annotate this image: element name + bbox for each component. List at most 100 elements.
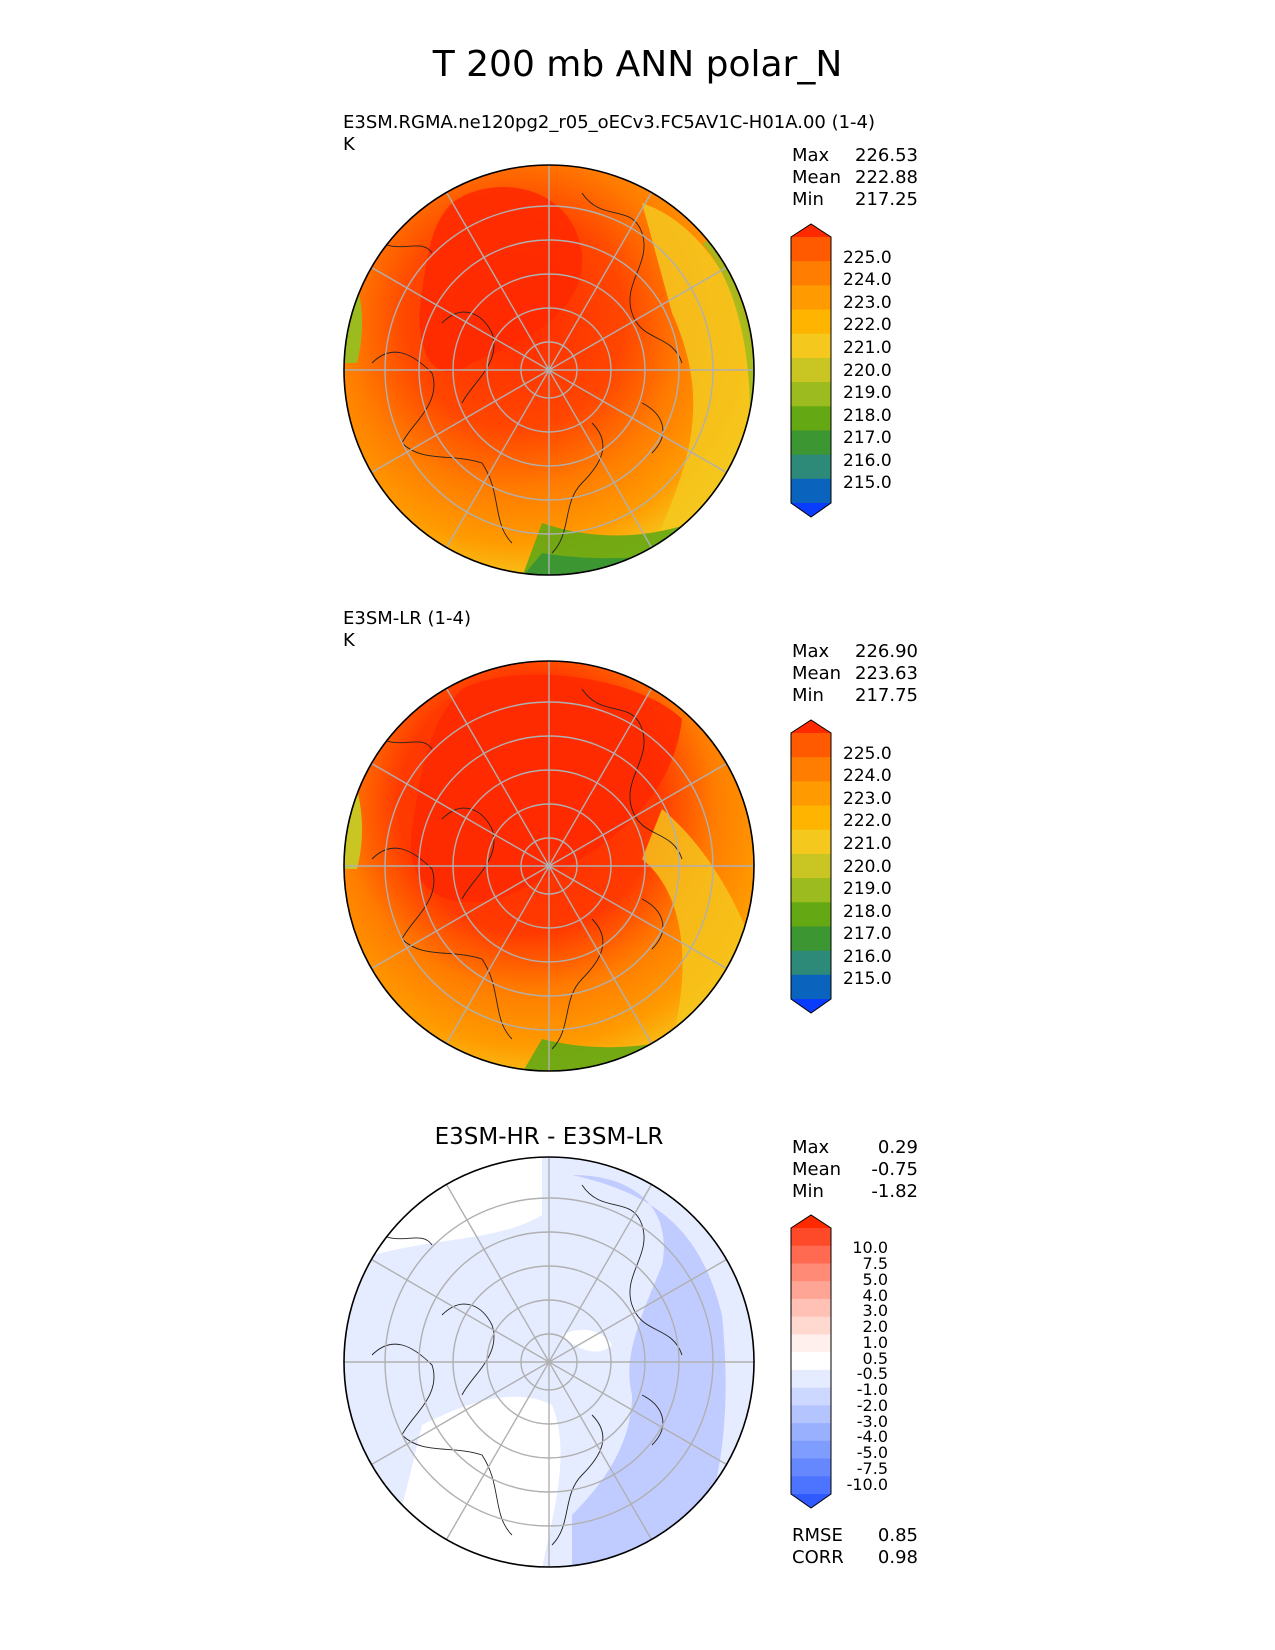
colorbar-segment	[791, 1387, 831, 1406]
colorbar-tick-label: 7.5	[862, 1254, 888, 1273]
colorbar-segment	[791, 430, 831, 456]
colorbar-tick-label: 222.0	[843, 315, 892, 335]
stat-min-value: 217.75	[855, 685, 918, 706]
colorbar-tick-label: -5.0	[856, 1443, 888, 1462]
colorbar-tick-label: 223.0	[843, 789, 892, 809]
colorbar-segment	[791, 878, 831, 903]
stat-max-value: 226.53	[855, 145, 918, 166]
colorbar-outline	[790, 719, 832, 1014]
stat-corr-value: 0.98	[877, 1547, 918, 1568]
colorbar-segment	[791, 1334, 831, 1353]
colorbar-segment	[791, 1263, 831, 1282]
colorbar-segment	[791, 1369, 831, 1389]
colorbar-segment	[791, 1352, 831, 1371]
colorbar-extend-bottom	[791, 503, 831, 517]
colorbar-tick-label: 217.0	[843, 428, 892, 448]
stat-mean-value: -0.75	[871, 1159, 918, 1180]
colorbar-tick-label: 217.0	[843, 924, 892, 944]
colorbar-tick-label: 1.0	[862, 1333, 888, 1352]
colorbar-extend-bottom	[791, 999, 831, 1013]
stat-rmse-label: RMSE	[792, 1525, 843, 1546]
colorbar-tick-label: 223.0	[843, 293, 892, 313]
colorbar-tick-label: 220.0	[843, 361, 892, 381]
panel1-units: K	[343, 134, 355, 155]
colorbar-segment	[791, 1440, 831, 1460]
colorbar-tick-label: -10.0	[846, 1475, 888, 1494]
stat-min-value: 217.25	[855, 189, 918, 210]
stat-min-label: Min	[792, 189, 824, 210]
colorbar-extend-top	[791, 1215, 831, 1228]
panel3-colorbar	[790, 1214, 832, 1509]
stat-mean-value: 222.88	[855, 167, 918, 188]
colorbar-tick-label: 2.0	[862, 1317, 888, 1336]
colorbar-segment	[791, 829, 831, 855]
colorbar-tick-label: -3.0	[856, 1412, 888, 1431]
colorbar-tick-label: -0.5	[856, 1364, 888, 1383]
colorbar-segment	[791, 333, 831, 359]
panel2-stats: Max 226.90 Mean 223.63 Min 217.75	[792, 641, 918, 707]
colorbar-segment	[791, 1298, 831, 1318]
colorbar-tick-label: -2.0	[856, 1396, 888, 1415]
colorbar-tick-label: 225.0	[843, 248, 892, 268]
colorbar-tick-label: 10.0	[852, 1238, 888, 1257]
colorbar-segment	[791, 1316, 831, 1335]
colorbar-segment	[791, 902, 831, 928]
panel1-polar-map	[343, 164, 755, 576]
panel1-title: E3SM.RGMA.ne120pg2_r05_oECv3.FC5AV1C-H01…	[343, 112, 876, 133]
panel1-stats: Max 226.53 Mean 222.88 Min 217.25	[792, 145, 918, 211]
panel3-stats: Max 0.29 Mean -0.75 Min -1.82	[792, 1137, 918, 1203]
colorbar-segment	[791, 974, 831, 1000]
colorbar-segment	[791, 926, 831, 952]
colorbar-tick-label: 220.0	[843, 857, 892, 877]
colorbar-segment	[791, 733, 831, 758]
stat-rmse-value: 0.85	[877, 1525, 918, 1546]
colorbar-segment	[791, 382, 831, 407]
stat-corr-label: CORR	[792, 1547, 844, 1568]
stat-max-label: Max	[792, 641, 830, 662]
panel3-title: E3SM-HR - E3SM-LR	[434, 1124, 664, 1150]
colorbar-tick-label: 3.0	[862, 1301, 888, 1320]
colorbar-segment	[791, 309, 831, 335]
panel2-colorbar	[790, 719, 832, 1014]
colorbar-tick-label: 4.0	[862, 1286, 888, 1305]
panel2-colorbar-labels: 225.0 224.0 223.0 222.0 221.0 220.0 219.…	[843, 719, 923, 1015]
colorbar-segment	[791, 781, 831, 807]
colorbar-tick-label: 215.0	[843, 969, 892, 989]
colorbar-tick-label: 224.0	[843, 766, 892, 786]
colorbar-tick-label: 222.0	[843, 811, 892, 831]
colorbar-segment	[791, 1458, 831, 1477]
colorbar-segment	[791, 285, 831, 311]
colorbar-tick-label: 225.0	[843, 744, 892, 764]
colorbar-segment	[791, 757, 831, 782]
colorbar-tick-label: 218.0	[843, 902, 892, 922]
colorbar-segment	[791, 853, 831, 879]
colorbar-tick-label: 219.0	[843, 879, 892, 899]
panel2-polar-map	[343, 660, 755, 1072]
colorbar-tick-label: 5.0	[862, 1270, 888, 1289]
stat-max-value: 226.90	[855, 641, 918, 662]
colorbar-tick-label: 216.0	[843, 451, 892, 471]
colorbar-tick-label: 215.0	[843, 473, 892, 493]
colorbar-segment	[791, 1281, 831, 1300]
colorbar-segment	[791, 478, 831, 504]
colorbar-tick-label: -7.5	[856, 1459, 888, 1478]
stat-mean-label: Mean	[792, 167, 842, 188]
stat-max-label: Max	[792, 1137, 830, 1158]
colorbar-segment	[791, 1476, 831, 1495]
colorbar-tick-label: 221.0	[843, 834, 892, 854]
colorbar-segment	[791, 454, 831, 480]
colorbar-outline	[790, 1214, 832, 1509]
colorbar-segment	[791, 237, 831, 262]
panel3-metrics: RMSE 0.85 CORR 0.98	[792, 1525, 918, 1569]
colorbar-extend-top	[791, 720, 831, 733]
figure-title: T 200 mb ANN polar_N	[432, 44, 843, 85]
colorbar-tick-label: 0.5	[862, 1349, 888, 1368]
colorbar-segment	[791, 1245, 831, 1265]
panel1-colorbar-labels: 225.0 224.0 223.0 222.0 221.0 220.0 219.…	[843, 223, 923, 519]
colorbar-segment	[791, 261, 831, 286]
panel2-units: K	[343, 630, 355, 651]
colorbar-tick-label: 219.0	[843, 383, 892, 403]
colorbar-segment	[791, 950, 831, 976]
colorbar-segment	[791, 1228, 831, 1247]
panel2-title: E3SM-LR (1-4)	[343, 608, 471, 629]
